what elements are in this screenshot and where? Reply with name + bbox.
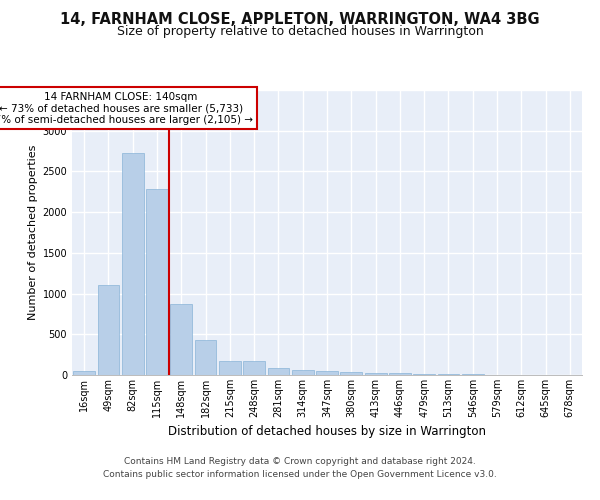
Bar (97, 286, 119, 375)
Bar (437, 374, 460, 375)
X-axis label: Distribution of detached houses by size in Warrington: Distribution of detached houses by size … (168, 426, 486, 438)
Bar (340, 372, 362, 375)
Bar (365, 372, 386, 375)
Text: Size of property relative to detached houses in Warrington: Size of property relative to detached ho… (116, 25, 484, 38)
Text: 14 FARNHAM CLOSE: 140sqm
← 73% of detached houses are smaller (5,733)
27% of sem: 14 FARNHAM CLOSE: 140sqm ← 73% of detach… (0, 92, 253, 125)
Bar (389, 374, 411, 375)
Text: Contains public sector information licensed under the Open Government Licence v3: Contains public sector information licen… (103, 470, 497, 479)
Bar (268, 368, 289, 375)
Bar (413, 374, 435, 375)
Text: Contains HM Land Registry data © Crown copyright and database right 2024.: Contains HM Land Registry data © Crown c… (124, 458, 476, 466)
Bar (170, 304, 192, 375)
Bar (316, 370, 338, 375)
Bar (146, 190, 168, 375)
Bar (73, 371, 95, 375)
Bar (243, 361, 265, 375)
Bar (219, 361, 241, 375)
Y-axis label: Number of detached properties: Number of detached properties (28, 145, 38, 320)
Bar (462, 374, 484, 375)
Bar (122, 152, 143, 375)
Text: 14, FARNHAM CLOSE, APPLETON, WARRINGTON, WA4 3BG: 14, FARNHAM CLOSE, APPLETON, WARRINGTON,… (60, 12, 540, 28)
Bar (194, 340, 217, 375)
Bar (292, 370, 314, 375)
